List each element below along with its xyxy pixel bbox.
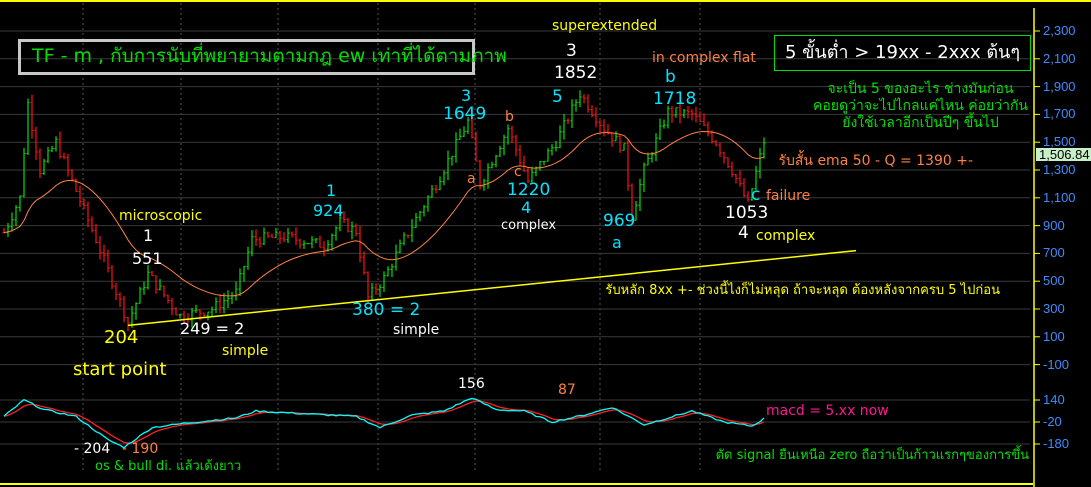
label-c-1053: c xyxy=(751,185,761,205)
y-tick-label: -100 xyxy=(1043,356,1070,372)
label-1649: 1649 xyxy=(443,104,487,124)
label-924: 924 xyxy=(313,201,344,220)
macd-y-tick-label: -180 xyxy=(1043,436,1070,451)
label-wave1-551: 1 xyxy=(143,226,154,245)
macd-label-minus-190: - 190 xyxy=(122,441,159,457)
label-simple-2: simple xyxy=(393,322,440,338)
label-simple-1: simple xyxy=(222,343,269,359)
y-tick-label: 500 xyxy=(1043,273,1065,289)
y-tick-label: 2,300 xyxy=(1043,23,1076,38)
support-trendline xyxy=(127,249,857,327)
y-tick-label: 700 xyxy=(1043,245,1065,261)
label-1852: 1852 xyxy=(554,63,598,83)
y-tick-label: 1,900 xyxy=(1043,78,1076,94)
macd-y-tick-label: 140 xyxy=(1043,392,1065,407)
ema-50-line xyxy=(3,131,765,297)
label-380: 380 = 2 xyxy=(352,300,421,320)
ema-note: รับสั้น ema 50 - Q = 1390 +- xyxy=(778,153,973,169)
support-note: รับหลัก 8xx +- ช่วงนี้ไงก็ไม่หลุด ถ้าจะห… xyxy=(605,283,1000,298)
label-in-complex-flat: in complex flat xyxy=(652,50,756,66)
macd-os-note: os & bull di. แล้วเด้งยาว xyxy=(95,459,242,474)
label-superextended: superextended xyxy=(552,18,658,34)
macd-label-minus-204: - 204 xyxy=(74,441,111,457)
comment-block: จะเป็น 5 ของอะไร ช่างมันก่อน คอยดูว่าจะไ… xyxy=(813,81,1028,132)
label-1053: 1053 xyxy=(725,203,769,223)
label-551: 551 xyxy=(132,249,163,268)
y-tick-label: 1,300 xyxy=(1043,162,1076,177)
comment-line-1: จะเป็น 5 ของอะไร ช่างมันก่อน xyxy=(827,81,1014,97)
label-1718: 1718 xyxy=(653,89,697,109)
label-wave4-1053: 4 xyxy=(738,223,749,243)
title-box xyxy=(18,39,475,75)
chart-title: TF - m , กับการนับที่พยายามตามกฎ ew เท่า… xyxy=(32,45,507,67)
label-wave3: 3 xyxy=(461,86,472,105)
comment-line-2: คอยดูว่าจะไปไกลแค่ไหน ค่อยว่ากัน xyxy=(813,98,1028,114)
label-complex-1: complex xyxy=(501,218,557,233)
macd-signal-note: ตัด signal ยืนเหนือ zero ถือว่าเป็นก้าวแ… xyxy=(715,448,1029,463)
label-wave5: 5 xyxy=(552,87,563,107)
label-failure: failure xyxy=(766,188,811,204)
target-box: 5 ขั้นต่ำ > 19xx - 2xxx ต้นๆ xyxy=(773,35,1031,71)
y-tick-label: 1,500 xyxy=(1043,134,1076,150)
label-249: 249 = 2 xyxy=(180,319,245,338)
y-tick-label: 1,100 xyxy=(1043,189,1076,205)
comment-line-3: ยังใช้เวลาอีกเป็นปีๆ ขึ้นไป xyxy=(842,115,999,131)
label-wave4: 4 xyxy=(521,198,532,217)
last-price-label: 1,506.84 xyxy=(1036,148,1091,161)
label-sub-a: a xyxy=(467,171,476,187)
y-tick-label: 2,100 xyxy=(1043,50,1076,66)
label-sub-b: b xyxy=(505,109,514,125)
y-tick-label: 900 xyxy=(1043,217,1065,233)
label-a-969: a xyxy=(612,233,622,252)
y-tick-label: 1,700 xyxy=(1043,106,1076,122)
label-1220: 1220 xyxy=(507,180,551,200)
label-complex-2: complex xyxy=(756,228,816,244)
macd-y-tick-label: -20 xyxy=(1043,414,1062,429)
y-tick-label: 100 xyxy=(1043,328,1065,344)
label-start-point: start point xyxy=(73,359,167,380)
target-text: 5 ขั้นต่ำ > 19xx - 2xxx ต้นๆ xyxy=(784,42,1020,63)
label-wave1-924: 1 xyxy=(326,181,337,200)
label-b: b xyxy=(665,67,676,87)
macd-label-156: 156 xyxy=(458,376,485,392)
label-wave3-top: 3 xyxy=(566,41,577,61)
y-tick-label: 300 xyxy=(1043,301,1065,316)
label-microscopic: microscopic xyxy=(119,208,203,224)
macd-line xyxy=(3,397,765,449)
label-969: 969 xyxy=(603,211,636,231)
macd-label-87: 87 xyxy=(558,382,576,398)
macd-now-note: macd = 5.xx now xyxy=(766,403,889,419)
label-sub-c: c xyxy=(514,164,522,180)
label-204: 204 xyxy=(104,327,139,348)
